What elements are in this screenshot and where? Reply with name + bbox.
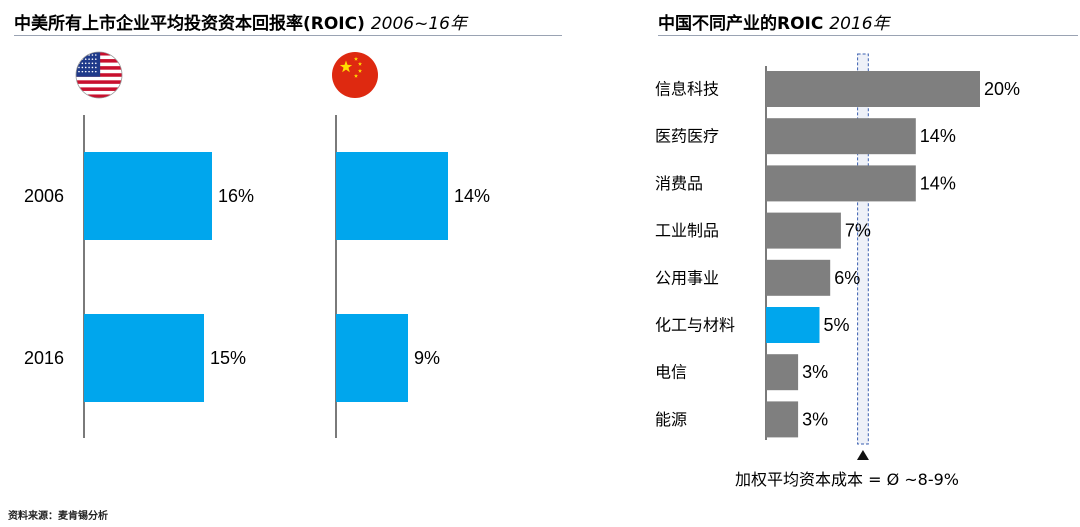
us-flag-star: [81, 54, 84, 56]
us-flag-star: [84, 62, 87, 65]
industry-value-label: 14%: [920, 126, 956, 146]
right-chart-title: 中国不同产业的ROIC 2016年: [658, 9, 890, 34]
us-flag-body: [76, 52, 122, 98]
us-flag-star: [81, 66, 84, 69]
industry-bar: [766, 71, 980, 107]
us-flag-star: [78, 70, 80, 73]
us-value-label: 16%: [218, 186, 254, 206]
us-flag-icon: [75, 51, 123, 99]
industry-value-label: 3%: [802, 362, 828, 382]
year-tick-label: 2016: [24, 348, 64, 368]
china-flag-body: [332, 52, 378, 98]
us-flag-stripe: [76, 76, 122, 81]
china-flag-big-star: [339, 60, 353, 73]
china-flag-small-star: [357, 61, 363, 66]
us-flag-stripe: [76, 90, 122, 95]
right-title-rule: [658, 35, 1078, 36]
industry-value-label: 6%: [834, 268, 860, 288]
industry-bar: [766, 259, 831, 296]
us-value-label: 15%: [210, 348, 246, 368]
us-flag-outline: [75, 51, 123, 99]
us-flag-star: [88, 70, 90, 73]
us-flag-star: [94, 58, 97, 60]
industry-value-label: 7%: [845, 221, 871, 241]
china-bar: [336, 152, 448, 240]
china-value-label: 9%: [414, 348, 440, 368]
industry-value-label: 14%: [920, 173, 956, 193]
wacc-label: 加权平均资本成本 = Ø ~8-9%: [735, 470, 960, 489]
us-flag-star: [88, 66, 90, 69]
us-flag-star: [84, 66, 87, 69]
china-flag-icon: [332, 52, 378, 98]
us-flag-star: [91, 66, 94, 69]
wacc-band: [857, 53, 869, 445]
industry-category-label: 化工与材料: [655, 316, 735, 335]
left-title-main: 中美所有上市企业平均投资资本回报率(ROIC): [14, 14, 371, 34]
us-flag-star: [88, 58, 90, 60]
industry-value-label: 3%: [802, 409, 828, 429]
left-chart-title: 中美所有上市企业平均投资资本回报率(ROIC) 2006~16年: [14, 9, 467, 34]
year-tick-label: 2006: [24, 186, 64, 206]
left-title-years: 2006~16年: [370, 14, 467, 34]
us-flag-stripe: [76, 80, 122, 85]
china-value-label: 14%: [454, 186, 490, 206]
industry-bar: [766, 401, 799, 438]
source-note: 资料来源：麦肯锡分析: [8, 511, 108, 522]
us-flag-star: [81, 70, 84, 73]
industry-bar: [766, 212, 841, 249]
china-flag-small-star: [353, 73, 359, 78]
industry-bar: [766, 354, 799, 391]
industry-bar: [766, 307, 820, 343]
us-flag-star: [91, 62, 94, 65]
industry-category-label: 医药医疗: [655, 127, 719, 146]
industry-category-label: 工业制品: [655, 221, 719, 240]
us-flag-star: [94, 66, 97, 69]
industry-category-label: 能源: [655, 410, 687, 429]
wacc-marker-icon: [856, 450, 869, 460]
us-flag-star: [84, 58, 87, 60]
china-bar: [336, 314, 408, 402]
left-title-rule: [14, 35, 562, 36]
us-flag-star: [78, 66, 80, 69]
us-flag-star: [94, 70, 97, 73]
industry-category-label: 公用事业: [655, 268, 719, 287]
us-flag-star: [91, 54, 94, 56]
industry-value-label: 20%: [984, 79, 1020, 99]
us-flag-star: [94, 62, 97, 65]
us-flag-star: [84, 70, 87, 73]
industry-category-label: 电信: [655, 363, 687, 382]
us-flag-star: [81, 62, 84, 65]
us-flag-star: [78, 58, 80, 60]
right-title-year: 2016年: [829, 14, 890, 34]
china-flag-small-star: [357, 68, 363, 73]
us-flag-star: [78, 54, 80, 56]
us-flag-star: [88, 62, 90, 65]
us-flag-star: [94, 54, 97, 56]
us-flag-stripe: [76, 87, 122, 92]
us-flag-stripe: [76, 83, 122, 88]
industry-bar: [766, 165, 916, 202]
us-flag-stripe: [76, 94, 122, 98]
us-flag-star: [91, 70, 94, 73]
us-flag-canton: [76, 52, 101, 77]
industry-bar: [766, 118, 916, 155]
industry-category-label: 信息科技: [655, 80, 719, 99]
us-bar: [84, 314, 204, 402]
right-title-main: 中国不同产业的ROIC: [658, 14, 830, 34]
industry-category-label: 消费品: [655, 174, 703, 193]
us-bar: [84, 152, 212, 240]
us-flag-star: [91, 58, 94, 60]
china-flag-small-star: [353, 56, 359, 61]
industry-value-label: 5%: [824, 315, 850, 335]
